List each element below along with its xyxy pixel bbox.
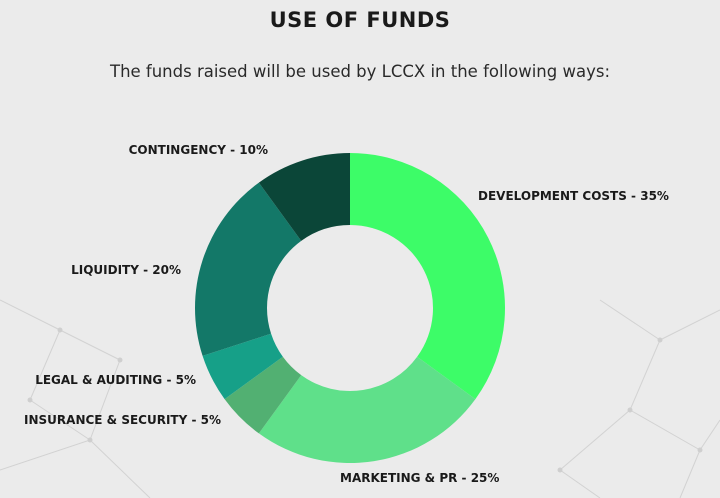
donut-slice-contingency	[258, 153, 350, 241]
slice-label-legal-auditing: LEGAL & AUDITING - 5%	[35, 373, 196, 387]
donut-slice-insurance-security	[224, 356, 302, 434]
slice-label-liquidity: LIQUIDITY - 20%	[71, 263, 181, 277]
donut-slice-legal-auditing	[202, 333, 283, 400]
donut-slice-development-costs	[350, 153, 505, 400]
slice-label-marketing-pr: MARKETING & PR - 25%	[340, 471, 499, 485]
page-subtitle: The funds raised will be used by LCCX in…	[109, 62, 611, 81]
slice-label-development-costs: DEVELOPMENT COSTS - 35%	[478, 189, 669, 203]
donut-slice-marketing-pr	[258, 356, 476, 463]
slice-label-insurance-security: INSURANCE & SECURITY - 5%	[24, 413, 221, 427]
page-title: USE OF FUNDS	[269, 8, 451, 32]
slice-label-contingency: CONTINGENCY - 10%	[129, 143, 268, 157]
donut-slice-liquidity	[195, 182, 302, 356]
